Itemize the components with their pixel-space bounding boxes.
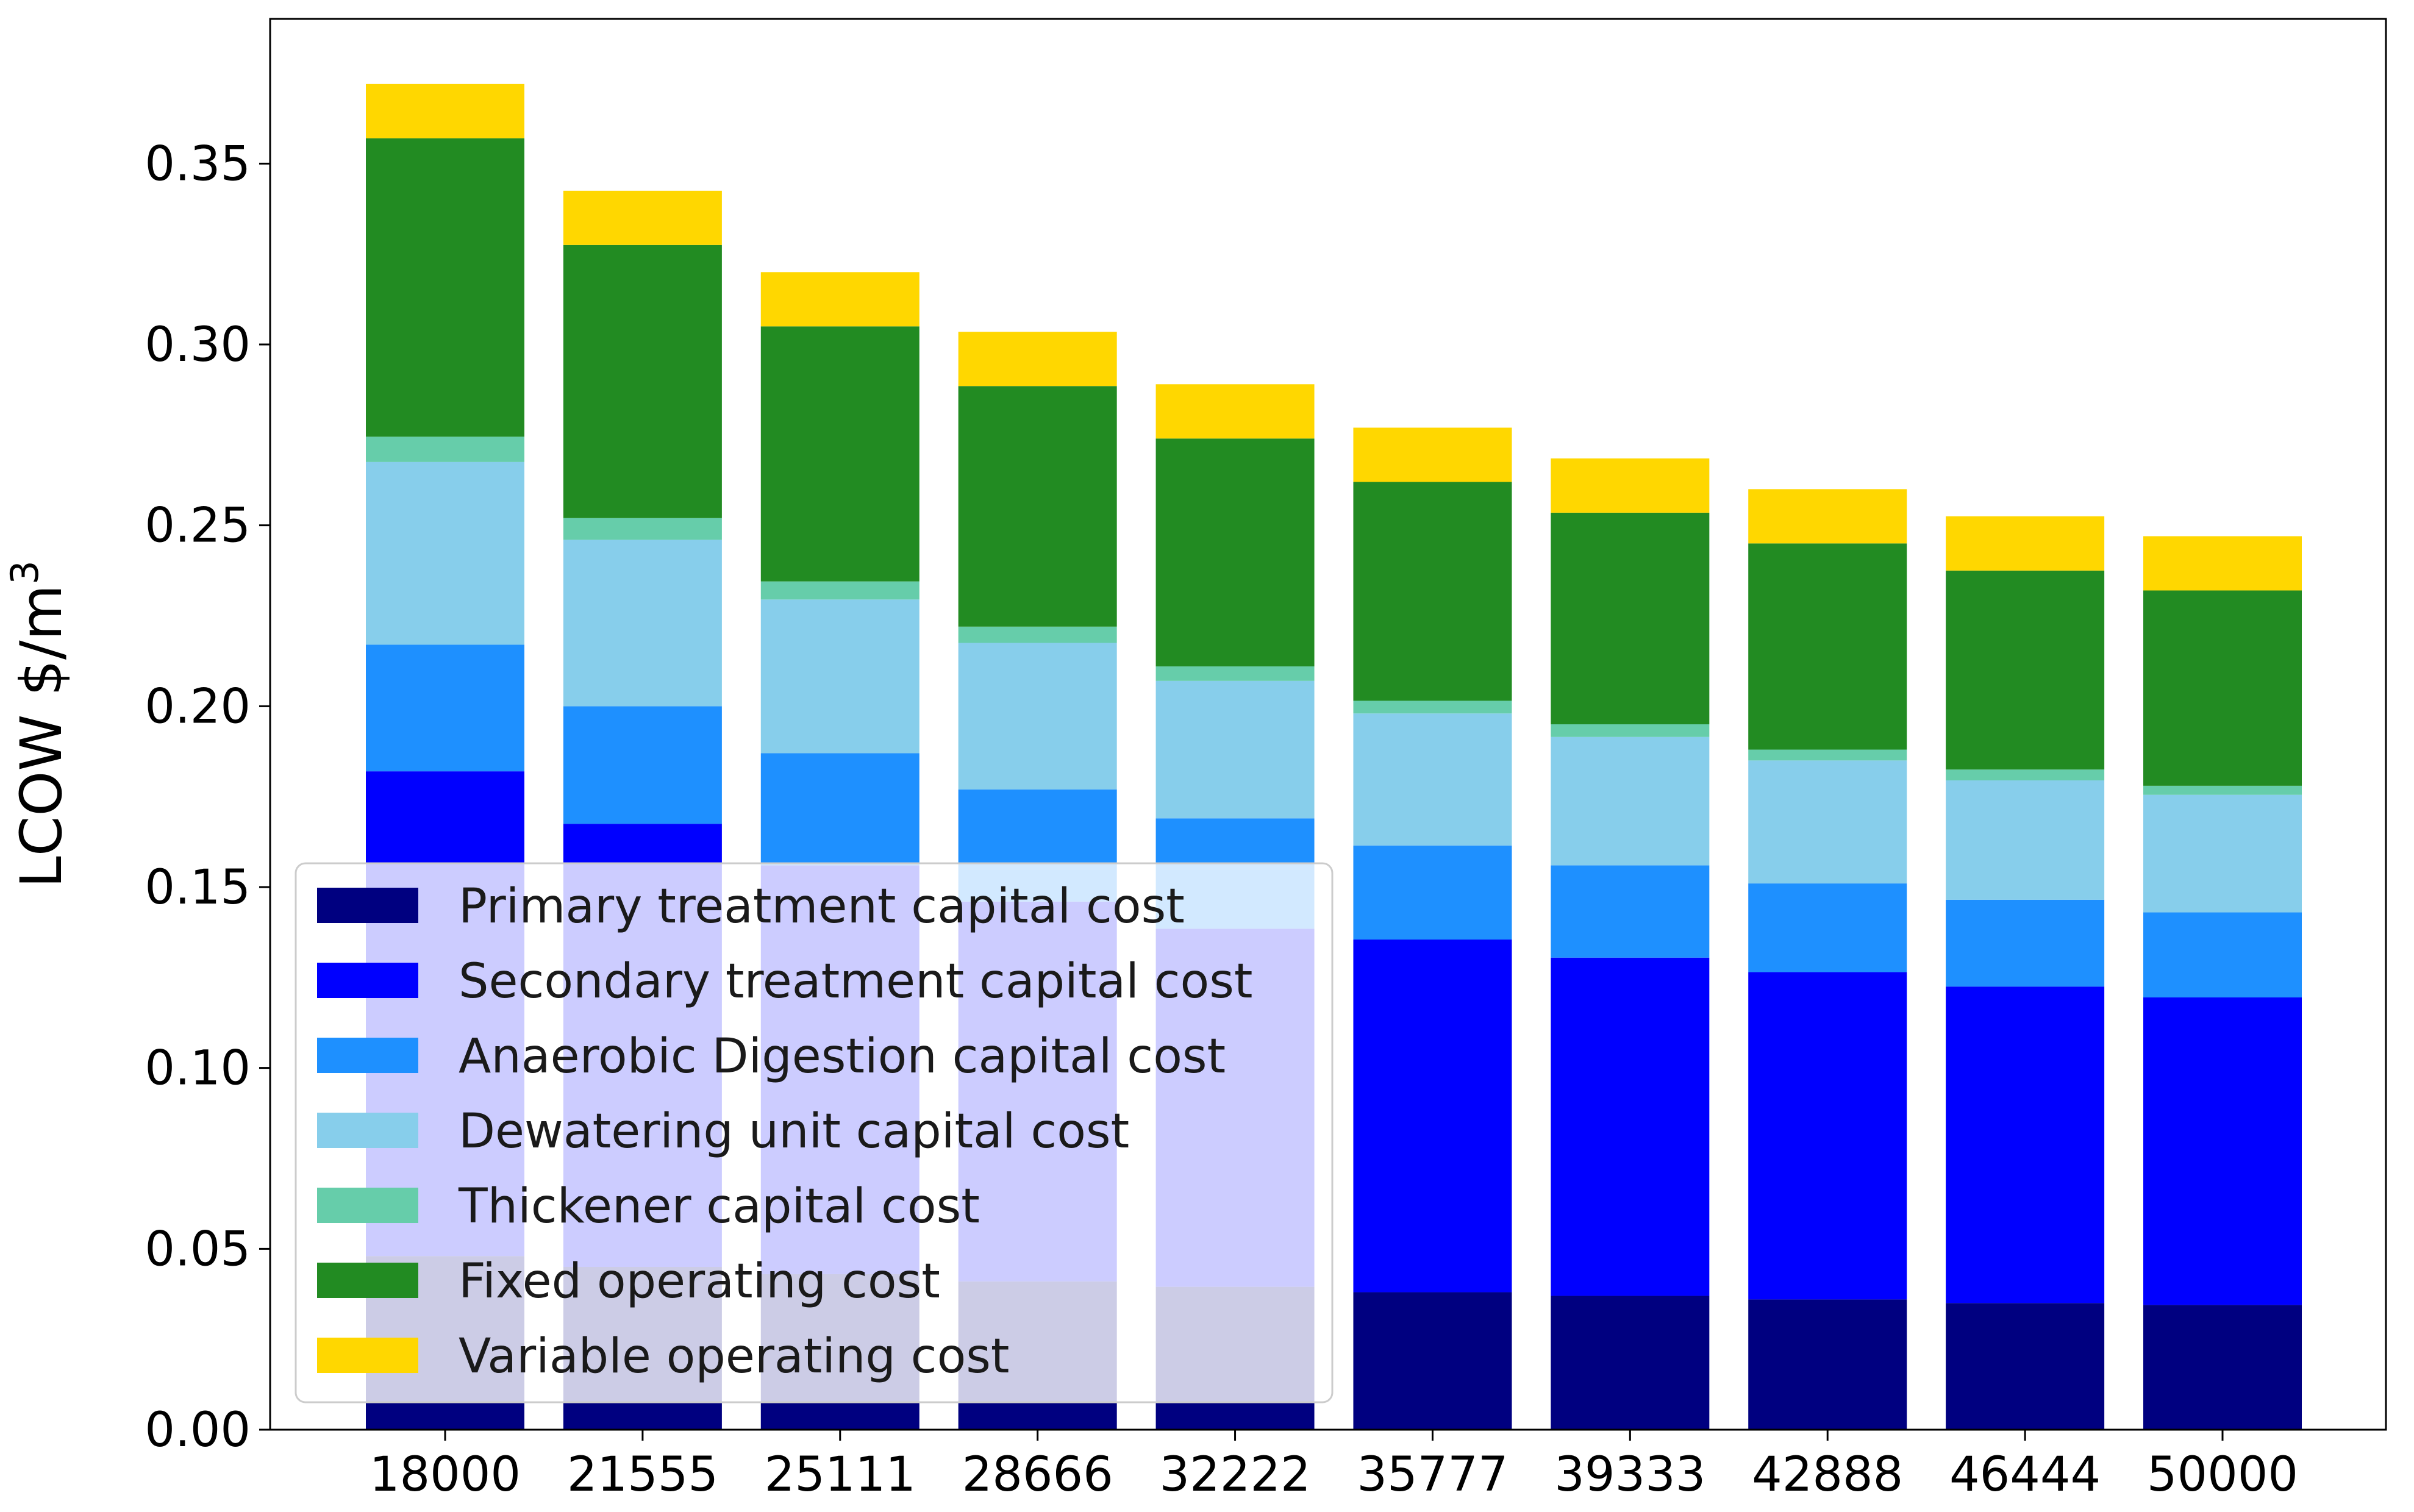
bar-segment: [760, 272, 920, 327]
bar-segment: [760, 581, 920, 600]
y-axis: 0.00 0.05 0.10 0.15 0.20 0.25 0.30 0.35: [145, 137, 270, 1458]
bar-segment: [958, 643, 1117, 790]
bar-segment: [1748, 972, 1907, 1300]
bar-segment: [760, 326, 920, 582]
y-tick-label: 0.00: [145, 1403, 251, 1458]
bar-segment: [1946, 516, 2105, 571]
bar-segment: [1748, 883, 1907, 972]
bar-segment: [2143, 1305, 2302, 1430]
bar-segment: [563, 244, 722, 518]
bar-segment: [1551, 724, 1710, 737]
bar-segment: [2143, 912, 2302, 997]
bar-segment: [1748, 749, 1907, 761]
bar-segment: [366, 437, 524, 462]
x-tick-label: 35777: [1357, 1447, 1508, 1502]
x-tick-label: 25111: [765, 1447, 916, 1502]
x-tick-label: 28666: [962, 1447, 1113, 1502]
legend-entry: Thickener capital cost: [458, 1179, 980, 1234]
bar-segment: [563, 706, 722, 824]
bar-segment: [563, 540, 722, 707]
bar-segment: [2143, 997, 2302, 1305]
bar-segment: [2143, 785, 2302, 795]
bar-segment: [1946, 780, 2105, 900]
x-tick-label: 46444: [1949, 1447, 2101, 1502]
bar-segment: [1155, 438, 1315, 667]
legend-entry: Primary treatment capital cost: [459, 879, 1185, 934]
bar-segment: [760, 599, 920, 754]
bar-segment: [1551, 865, 1710, 958]
y-tick-label: 0.15: [145, 860, 251, 915]
bar-segment: [1551, 736, 1710, 866]
plot-frame: [269, 18, 2387, 1431]
bar-segment: [1551, 458, 1710, 513]
bar-segment: [366, 138, 524, 437]
bar-segment: [958, 626, 1117, 643]
bar-segment: [1551, 1296, 1710, 1430]
bar-segment: [1353, 427, 1512, 482]
bar-segment: [1946, 1303, 2105, 1430]
x-tick-label: 39333: [1554, 1447, 1705, 1502]
bar-segment: [1551, 957, 1710, 1296]
bar-segment: [1353, 1292, 1512, 1430]
x-tick-label: 18000: [370, 1447, 521, 1502]
bar-segment: [1748, 760, 1907, 884]
bar-segment: [1946, 769, 2105, 780]
bar-segment: [1946, 570, 2105, 770]
bar-segment: [958, 332, 1117, 387]
bar-segment: [1353, 482, 1512, 701]
legend-swatch: [317, 1113, 418, 1148]
legend-swatch: [317, 1188, 418, 1223]
x-axis: 18000 21555 25111 28666 32222 35777 39333 42888…: [370, 1430, 2298, 1502]
bar-segment: [1353, 845, 1512, 940]
legend-box: [295, 862, 1334, 1403]
legend-entry: Anaerobic Digestion capital cost: [459, 1029, 1226, 1084]
bar-segment: [760, 753, 920, 866]
legend-swatch: [317, 1338, 418, 1373]
bar-segment: [366, 644, 524, 772]
x-tick-label: 42888: [1752, 1447, 1903, 1502]
bar-segment: [1353, 701, 1512, 714]
y-tick-label: 0.30: [145, 318, 251, 373]
x-tick-label: 21555: [567, 1447, 718, 1502]
y-tick-label: 0.20: [145, 679, 251, 734]
bar-segment: [1155, 384, 1315, 439]
y-axis-label-superscript: 3: [2, 560, 47, 584]
legend: Primary treatment capital cost Secondary …: [295, 862, 1334, 1403]
bar-segment: [563, 190, 722, 245]
bar-segment: [1155, 666, 1315, 681]
bar-segment: [1155, 680, 1315, 819]
x-tick-label: 32222: [1159, 1447, 1310, 1502]
y-tick-label: 0.35: [145, 137, 251, 191]
bar-segment: [366, 462, 524, 645]
bar-segment: [1748, 543, 1907, 750]
bar-segment: [2143, 794, 2302, 913]
bar-segment: [563, 518, 722, 540]
y-axis-label: LCOW $/m3: [2, 560, 75, 888]
x-tick-label: 50000: [2147, 1447, 2298, 1502]
legend-swatch: [317, 1263, 418, 1298]
bar-segment: [1946, 986, 2105, 1303]
bar-segment: [1353, 713, 1512, 846]
y-tick-label: 0.25: [145, 499, 251, 554]
bar-segment: [1353, 940, 1512, 1293]
bar-segment: [1748, 1299, 1907, 1430]
legend-entry: Secondary treatment capital cost: [459, 954, 1253, 1009]
bar-segment: [1946, 899, 2105, 987]
bar-segment: [2143, 590, 2302, 786]
legend-entry: Dewatering unit capital cost: [459, 1104, 1129, 1159]
legend-swatch: [317, 1038, 418, 1073]
legend-entry: Fixed operating cost: [459, 1254, 940, 1309]
bar-segment: [1551, 512, 1710, 724]
y-axis-label-text: LCOW $/m: [9, 585, 75, 888]
y-tick-label: 0.05: [145, 1222, 251, 1277]
legend-swatch: [317, 963, 418, 998]
bar-segment: [958, 386, 1117, 627]
legend-entry: Variable operating cost: [459, 1329, 1010, 1384]
y-tick-label: 0.10: [145, 1041, 251, 1096]
bar-segment: [2143, 536, 2302, 591]
legend-swatch: [317, 888, 418, 923]
bar-segment: [366, 84, 524, 138]
bar-segment: [1748, 489, 1907, 544]
